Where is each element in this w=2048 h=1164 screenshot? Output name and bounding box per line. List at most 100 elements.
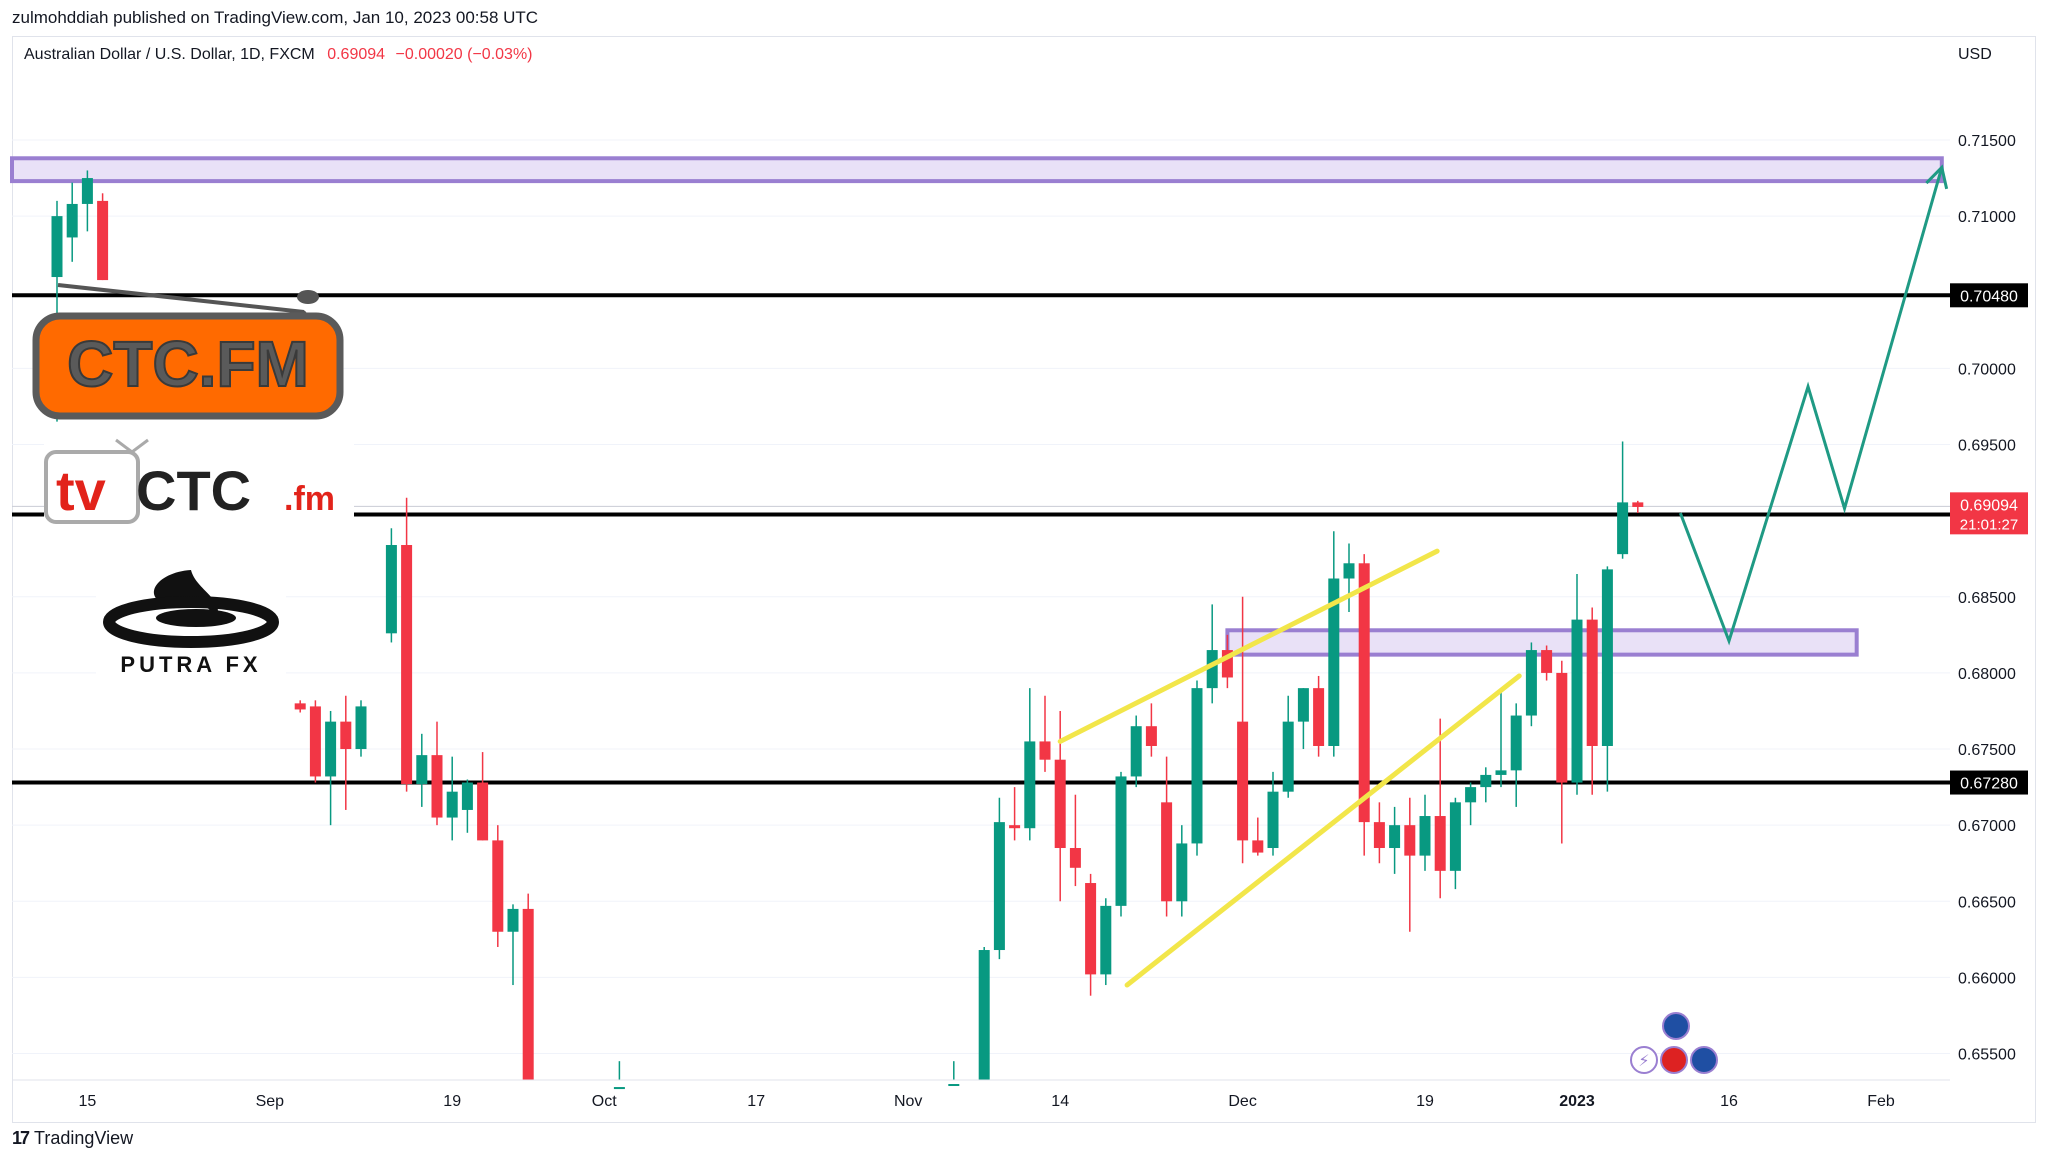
tvctc-fm-logo: tv CTC .fm [44, 436, 354, 526]
candle-down [1541, 650, 1553, 673]
candle-up [1510, 715, 1522, 771]
candle-up [1525, 650, 1537, 716]
price-tick-label: 0.67000 [1958, 818, 2016, 835]
candle-up [51, 216, 63, 278]
price-tick-label: 0.69500 [1958, 438, 2016, 455]
price-tick-label: 0.67500 [1958, 742, 2016, 759]
time-tick-label: 16 [1720, 1093, 1738, 1110]
currency-label[interactable]: USD [1958, 46, 1992, 63]
putra-fx-logo: PUTRA FX [96, 560, 286, 680]
ctc-antenna [57, 283, 305, 314]
price-tick-label: 0.71000 [1958, 209, 2016, 226]
level-price-label: 0.70480 [1960, 288, 2018, 305]
ctc-fm-text: CTC.FM [67, 328, 309, 400]
publish-line: zulmohddiah published on TradingView.com… [12, 8, 539, 27]
channel-line [1057, 548, 1440, 744]
tv-frame [44, 450, 140, 524]
time-tick-label: 19 [443, 1093, 461, 1110]
price-tick-label: 0.66000 [1958, 970, 2016, 987]
level-price-label: 0.67280 [1960, 776, 2018, 793]
tv-text: tv [56, 459, 106, 522]
time-tick-label: 15 [79, 1093, 97, 1110]
candle-up [81, 178, 93, 204]
candle-up [978, 950, 990, 1080]
candle-down [401, 545, 413, 785]
ctc-antenna-tip [297, 290, 319, 304]
candle-down [431, 755, 443, 818]
time-tick-label: Feb [1867, 1093, 1895, 1110]
time-tick-label: 2023 [1559, 1093, 1595, 1110]
candle-down [1221, 650, 1233, 678]
candle-up [1449, 802, 1461, 871]
time-tick-label: Sep [256, 1093, 285, 1110]
candle-down [1145, 726, 1157, 746]
last-price-tag [1950, 492, 2028, 535]
candle-down [1556, 672, 1568, 783]
lightning-event-icon [1630, 1046, 1658, 1074]
candle-down [1069, 848, 1081, 868]
candle-up [446, 791, 458, 818]
candle-down [1009, 825, 1021, 829]
price-tick-label: 0.65500 [1958, 1047, 2016, 1064]
drawing-layer [1057, 164, 1949, 988]
projection-arrowhead [1925, 164, 1949, 190]
time-tick-label: Dec [1228, 1093, 1256, 1110]
lightning-icon: ⚡ [1638, 1051, 1649, 1070]
candle-down [1358, 563, 1370, 823]
candle-up [1343, 563, 1355, 579]
candle-down [1237, 721, 1249, 841]
candle-up [1100, 905, 1112, 975]
candle-up [993, 822, 1005, 951]
candle-up [1176, 843, 1188, 902]
symbol-name[interactable]: Australian Dollar / U.S. Dollar, 1D, FXC… [24, 46, 315, 63]
ctc-badge [32, 312, 344, 420]
candle-down [492, 840, 504, 932]
candle-up [507, 908, 519, 932]
event-layer: ⚡ [1630, 1012, 1718, 1074]
projection-path [1678, 166, 1944, 646]
candle-up [1024, 741, 1036, 829]
putra-fx-text: PUTRA FX [120, 652, 261, 677]
symbol-header[interactable]: Australian Dollar / U.S. Dollar, 1D, FXC… [24, 46, 533, 64]
candle-up [613, 1087, 625, 1090]
time-tick-label: 14 [1051, 1093, 1069, 1110]
candle-up [1419, 816, 1431, 856]
tradingview-brand-text: TradingView [34, 1128, 134, 1148]
candle-up [416, 755, 428, 785]
candle-down [1586, 619, 1598, 746]
candle-up [1206, 650, 1218, 689]
candle-up [1495, 770, 1507, 775]
candle-down [1373, 822, 1385, 849]
candle-up [66, 203, 78, 238]
candle-down [1054, 759, 1066, 849]
candle-down [1434, 816, 1446, 871]
candle-down [309, 706, 321, 777]
candle-up [1282, 721, 1294, 792]
candle-up [1480, 774, 1492, 788]
candle-up [1465, 787, 1477, 803]
candle-down [522, 908, 534, 1080]
price-tick-label: 0.71500 [1958, 133, 2016, 150]
last-price-tag-value: 0.69094 [1960, 497, 2018, 514]
candle-up [1328, 578, 1340, 746]
chart-frame [12, 36, 2036, 1123]
level-price-tag [1950, 283, 2028, 308]
level-price-tag [1950, 770, 2028, 795]
axis-layer: 0.71500 0.71000 0.70000 0.69500 0.68500 0.680… [12, 133, 2028, 1110]
candle-down [1404, 825, 1416, 856]
candle-up [325, 721, 337, 777]
candle-down [294, 703, 306, 710]
candle-down [97, 200, 109, 281]
flag-event-icon [1660, 1046, 1688, 1074]
candle-down [477, 782, 489, 841]
candle-up [461, 782, 473, 810]
zone-box [10, 156, 1944, 184]
tradingview-brand[interactable]: 17 TradingView [12, 1128, 133, 1149]
price-tick-label: 0.70000 [1958, 361, 2016, 378]
candle-up [1115, 776, 1127, 906]
candle-up [385, 545, 397, 634]
candle-down [1252, 840, 1264, 853]
candle-up [1617, 502, 1629, 555]
candle-up [1601, 569, 1613, 746]
